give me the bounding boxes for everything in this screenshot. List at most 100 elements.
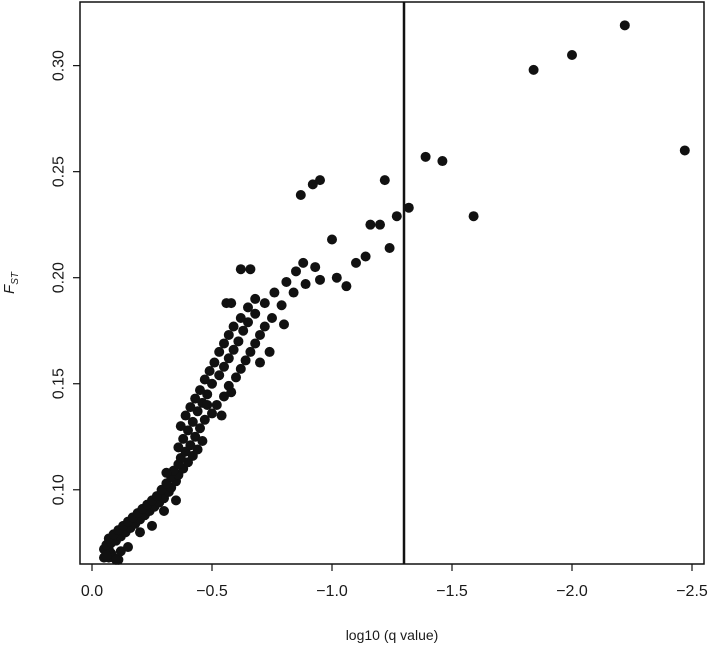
data-point [207, 378, 217, 389]
data-point [159, 505, 169, 516]
data-point [214, 370, 225, 381]
data-point [365, 219, 376, 230]
data-point [231, 372, 241, 383]
data-point [267, 312, 277, 323]
data-point [197, 435, 208, 446]
data-point [101, 550, 112, 561]
data-point [264, 346, 275, 357]
data-point [276, 300, 287, 311]
data-point [300, 279, 311, 290]
data-point [190, 393, 201, 404]
data-point [291, 266, 301, 277]
data-point [331, 272, 342, 283]
data-point [259, 298, 270, 309]
data-point [528, 64, 539, 75]
data-point [245, 346, 256, 357]
data-point [135, 527, 145, 538]
data-point [223, 329, 234, 340]
data-point [375, 219, 385, 230]
data-point [243, 302, 253, 313]
data-point [281, 276, 292, 287]
data-point [250, 308, 261, 319]
data-point [269, 287, 280, 298]
data-point [199, 414, 210, 425]
data-point [195, 385, 205, 396]
data-point [279, 319, 289, 330]
plot-frame [79, 1, 705, 565]
y-axis-label-sub: ST [10, 271, 21, 285]
x-tick-label: −0.5 [196, 583, 228, 600]
data-point [235, 312, 246, 323]
data-point [192, 444, 203, 455]
data-point [245, 264, 256, 275]
data-point [190, 431, 201, 442]
data-point [228, 321, 239, 332]
x-tick-label: −2.0 [556, 583, 588, 600]
data-point [255, 357, 265, 368]
data-point [233, 336, 244, 347]
data-point [235, 363, 246, 374]
data-point [111, 554, 121, 565]
data-point [298, 257, 309, 268]
data-point [115, 546, 126, 557]
data-point [384, 243, 395, 254]
data-point [219, 391, 229, 402]
y-tick-label: 0.15 [51, 368, 68, 399]
data-point [226, 387, 237, 398]
data-point [315, 274, 325, 285]
y-axis-label-main: F [1, 284, 18, 294]
data-point [219, 361, 229, 372]
data-point [391, 211, 402, 222]
y-tick-label: 0.10 [51, 474, 68, 505]
data-point [219, 338, 229, 349]
data-point [341, 281, 352, 292]
data-point [240, 355, 251, 366]
data-point [161, 467, 172, 478]
x-tick-label: −1.0 [316, 583, 348, 600]
data-point [175, 421, 186, 432]
data-point [360, 251, 371, 262]
data-point [226, 298, 237, 309]
data-point [187, 416, 198, 427]
y-axis: 0.10 0.15 0.20 0.25 0.30 [51, 50, 80, 505]
data-point [288, 287, 299, 298]
y-tick-label: 0.30 [51, 50, 68, 81]
y-tick-label: 0.25 [51, 156, 68, 187]
x-axis-label: log10 (q value) [346, 627, 439, 643]
data-point [310, 262, 321, 273]
data-point [228, 344, 239, 355]
data-point [192, 406, 203, 417]
data-point [185, 402, 196, 413]
data-point [178, 433, 189, 444]
x-axis: 0.0 −0.5 −1.0 −1.5 −2.0 −2.5 [81, 564, 708, 600]
scatter-points [99, 20, 690, 565]
y-tick-label: 0.20 [51, 262, 68, 293]
data-point [567, 50, 577, 61]
data-point [238, 325, 249, 336]
data-point [202, 389, 213, 400]
data-point [351, 257, 361, 268]
data-point [235, 264, 246, 275]
data-point [379, 175, 390, 186]
data-point [185, 440, 196, 451]
data-point [214, 346, 225, 357]
data-point [679, 145, 690, 156]
data-point [180, 410, 191, 421]
data-point [202, 399, 213, 410]
data-point [420, 151, 431, 162]
data-point [403, 202, 414, 213]
data-point [327, 234, 337, 245]
data-point [315, 175, 325, 186]
data-point [468, 211, 479, 222]
data-point [207, 408, 217, 419]
data-point [216, 410, 227, 421]
data-point [183, 425, 193, 436]
data-point [211, 399, 222, 410]
data-point [199, 374, 210, 385]
data-point [173, 442, 184, 453]
data-point [147, 520, 157, 531]
data-point [307, 179, 318, 190]
data-point [243, 317, 253, 328]
data-point [250, 338, 261, 349]
